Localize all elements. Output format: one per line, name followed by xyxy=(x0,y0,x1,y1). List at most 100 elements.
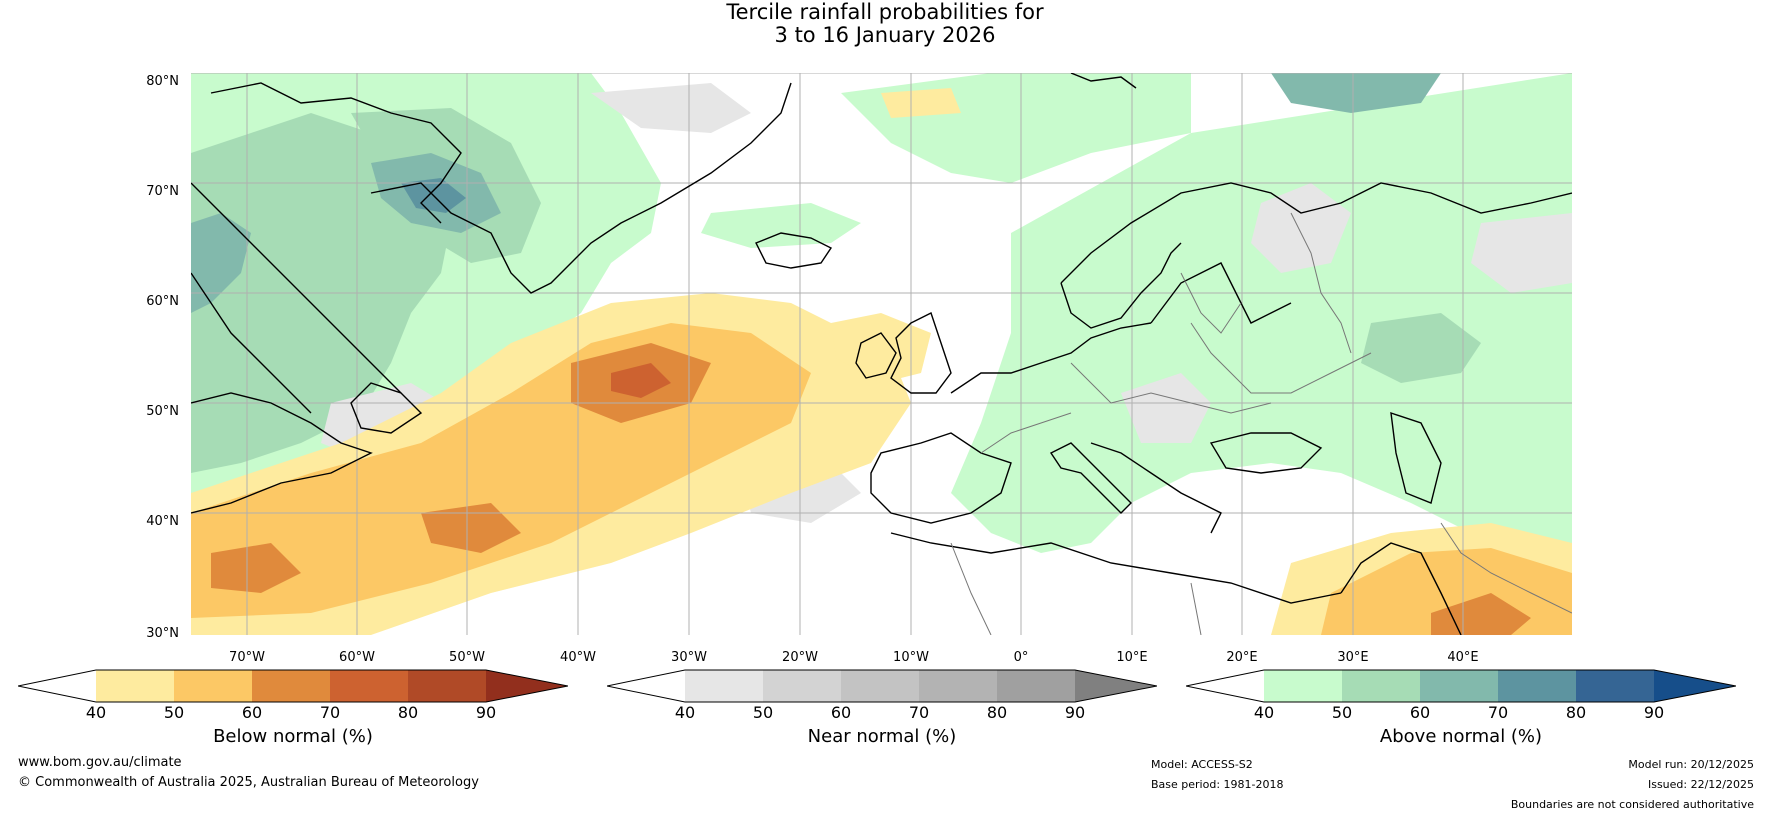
colorbar-segment xyxy=(252,670,330,702)
legend-below-tick: 50 xyxy=(163,703,185,722)
colorbar-segment xyxy=(607,670,685,702)
coastline-gb xyxy=(890,312,952,394)
border-libya-egypt xyxy=(1190,582,1202,635)
coastline-iceland xyxy=(755,232,833,269)
legend-above-tick: 50 xyxy=(1331,703,1353,722)
legend-colorbar-near-normal xyxy=(607,669,1157,703)
lat-label-60n: 60°N xyxy=(146,294,179,309)
lat-label-30n: 30°N xyxy=(146,626,179,641)
footer-model: Model: ACCESS-S2 xyxy=(1151,758,1253,771)
border-nordic xyxy=(1180,272,1242,334)
below-normal-region-southwest xyxy=(211,543,301,593)
coastline-iberia xyxy=(870,432,1012,524)
coastline-labrador xyxy=(191,182,402,394)
map-title-line1: Tercile rainfall probabilities for xyxy=(726,0,1044,24)
colorbar-segment xyxy=(1186,670,1264,702)
lon-label-30e: 30°E xyxy=(1337,650,1369,665)
legend-below-tick: 90 xyxy=(475,703,497,722)
coastline-caspian xyxy=(1390,411,1442,504)
colorbar-segment xyxy=(919,670,997,702)
border-central-europe xyxy=(1070,362,1272,414)
legend-near-tick: 50 xyxy=(752,703,774,722)
colorbar-segment xyxy=(1576,670,1654,702)
legend-near-tick: 60 xyxy=(830,703,852,722)
above-normal-region-arctic-east xyxy=(1271,73,1441,113)
colorbar-segment xyxy=(685,670,763,702)
legend-near-tick: 80 xyxy=(986,703,1008,722)
lon-label-10e: 10°E xyxy=(1116,650,1148,665)
footer-disclaimer: Boundaries are not considered authoritat… xyxy=(1510,798,1754,811)
footer-issued: Issued: 22/12/2025 xyxy=(1647,778,1754,791)
below-normal-region-south-focus xyxy=(421,503,521,553)
legend-title-below-normal: Below normal (%) xyxy=(213,726,373,747)
above-normal-region-iceland-sea xyxy=(701,203,861,248)
legend-above-tick: 80 xyxy=(1565,703,1587,722)
colorbar-segment xyxy=(997,670,1075,702)
colorbar-segment xyxy=(18,670,96,702)
coastline-europe-west xyxy=(950,322,1152,394)
lat-label-70n: 70°N xyxy=(146,184,179,199)
colorbar-segment xyxy=(486,670,568,702)
legend-below-tick: 80 xyxy=(397,703,419,722)
legend-colorbar-above-normal xyxy=(1186,669,1736,703)
lon-label-40e: 40°E xyxy=(1447,650,1479,665)
colorbar-segment xyxy=(763,670,841,702)
coastline-greenland xyxy=(370,82,792,294)
legend-near-tick: 70 xyxy=(908,703,930,722)
near-normal-region-scandinavia xyxy=(1251,183,1351,273)
near-normal-region-russia-north xyxy=(1471,213,1572,293)
colorbar-segment xyxy=(1420,670,1498,702)
legend-near-tick: 40 xyxy=(674,703,696,722)
footer-base-period: Base period: 1981-2018 xyxy=(1151,778,1284,791)
lon-label-70w: 70°W xyxy=(229,650,265,665)
legend-colorbar-below-normal xyxy=(18,669,568,703)
legend-above-tick: 40 xyxy=(1253,703,1275,722)
below-normal-region-ireland xyxy=(831,313,931,383)
legend-above-tick: 70 xyxy=(1487,703,1509,722)
coastline-newfoundland xyxy=(350,382,423,434)
coastline-balkans xyxy=(1090,442,1222,534)
lon-label-40w: 40°W xyxy=(560,650,596,665)
coastline-scandinavia xyxy=(1060,182,1572,284)
border-france-spain xyxy=(980,412,1072,454)
border-russia xyxy=(1290,212,1352,354)
coastline-north-africa xyxy=(890,532,1342,604)
legend-below-tick: 40 xyxy=(85,703,107,722)
lon-label-60w: 60°W xyxy=(339,650,375,665)
lat-label-40n: 40°N xyxy=(146,514,179,529)
colorbar-segment xyxy=(1075,670,1157,702)
above-normal-region-europe xyxy=(951,73,1572,553)
coastline-svalbard xyxy=(1070,73,1137,89)
map-title-line2: 3 to 16 January 2026 xyxy=(774,23,996,47)
colorbar-segment xyxy=(1264,670,1342,702)
rainfall-probability-map xyxy=(191,73,1572,635)
coastline-canada-east xyxy=(191,392,373,514)
below-normal-region-west-peak xyxy=(611,363,671,398)
colorbar-segment xyxy=(841,670,919,702)
coastlines xyxy=(191,73,1572,635)
coastline-italy xyxy=(1049,442,1132,514)
coastline-sweden-finland xyxy=(1150,262,1292,324)
colorbar-segment xyxy=(1342,670,1420,702)
map-panel[interactable] xyxy=(191,73,1572,635)
footer-model-run: Model run: 20/12/2025 xyxy=(1628,758,1754,771)
footer-website[interactable]: www.bom.gov.au/climate xyxy=(18,755,182,770)
near-normal-region-central-europe xyxy=(1121,373,1211,443)
legend-below-tick: 60 xyxy=(241,703,263,722)
lat-label-50n: 50°N xyxy=(146,404,179,419)
lon-label-20w: 20°W xyxy=(782,650,818,665)
legend-above-tick: 60 xyxy=(1409,703,1431,722)
lon-label-20e: 20°E xyxy=(1226,650,1258,665)
lon-label-10w: 10°W xyxy=(893,650,929,665)
above-normal-region-canada-west xyxy=(191,213,251,313)
legend-above-tick: 90 xyxy=(1643,703,1665,722)
lon-label-0: 0° xyxy=(1013,650,1029,665)
below-normal-region-arctic xyxy=(881,88,961,118)
colorbar-segment xyxy=(408,670,486,702)
colorbar-segment xyxy=(330,670,408,702)
coastline-black-sea xyxy=(1209,432,1323,474)
colorbar-segment xyxy=(1654,670,1736,702)
near-normal-region-north xyxy=(591,83,751,133)
border-north-africa xyxy=(950,542,992,635)
coastline-hudson xyxy=(191,272,312,414)
